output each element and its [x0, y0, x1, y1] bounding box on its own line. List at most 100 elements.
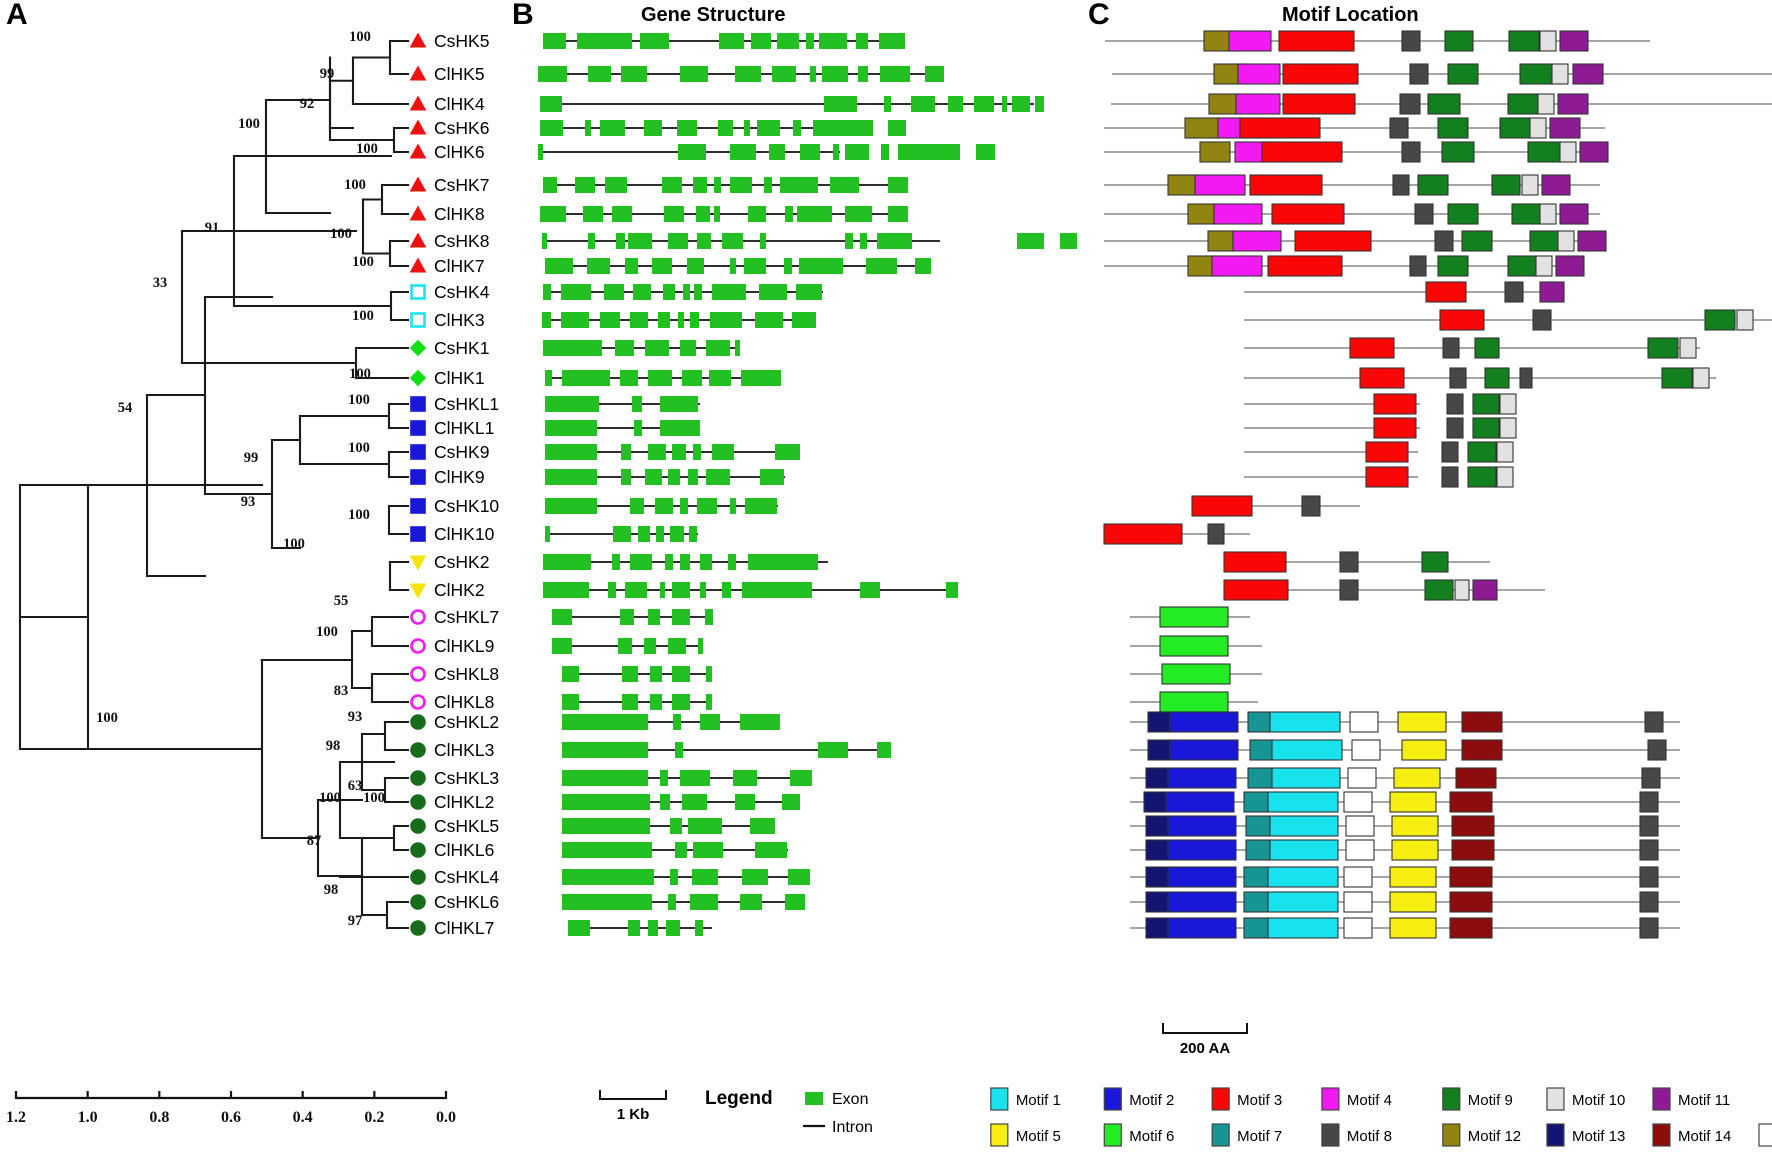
motif-box-CsHK6-0: [1184, 117, 1220, 139]
gene-exon-ClHK9-4: [688, 469, 698, 485]
gene-exon-CsHK2-1: [612, 554, 620, 570]
gene-exon-CsHKL8-1: [622, 666, 638, 682]
motif-box-ClHK1-5: [1692, 367, 1710, 389]
gene-exon-ClHK6-6: [845, 144, 869, 160]
gene-exon-CsHK6-9: [813, 120, 873, 136]
motif-box-ClHK4-0: [1208, 93, 1240, 115]
leaf-label-CsHK9: CsHK9: [434, 442, 489, 462]
gene-exon-ClHK2-5: [700, 582, 706, 598]
motif-box-ClHK6-0: [1199, 141, 1231, 163]
motif-box-CsHKL6-1: [1167, 891, 1237, 913]
motif-legend-label-11: Motif 11: [1678, 1092, 1730, 1109]
marker-circle-28: [410, 794, 426, 810]
scale-tick-label-0: 1.2: [6, 1109, 26, 1126]
gene-exon-CsHKL8-4: [706, 666, 712, 682]
gene-exon-ClHKL10-0: [545, 526, 550, 542]
marker-triangle-down-20: [409, 583, 427, 599]
motif-box-ClHK1-4: [1661, 367, 1693, 389]
motif-box-CsHKL4-1: [1167, 866, 1237, 888]
gene-exon-ClHK3-1: [561, 312, 589, 328]
motif-box-ClHKL3-6: [1461, 739, 1503, 761]
gene-exon-CsHK8-2: [616, 233, 625, 249]
motif-box-CsHK2-1: [1339, 551, 1359, 573]
motif-box-ClHK8-2: [1271, 203, 1345, 225]
motif-box-ClHK1-2: [1484, 367, 1510, 389]
gene-exon-ClHK5-9: [880, 66, 910, 82]
leaf-label-CsHKL6: CsHKL6: [434, 892, 499, 912]
motif-box-CsHKL8-0: [1161, 663, 1231, 685]
gene-exon-CsHK8-7: [760, 233, 766, 249]
gene-exon-ClHKL7-4: [695, 920, 703, 936]
motif-box-ClHK4-7: [1557, 93, 1589, 115]
motif-box-ClHKL7-5: [1389, 917, 1437, 939]
gene-exon-CsHK6-1: [585, 120, 591, 136]
gene-exon-ClHK6-0: [538, 144, 543, 160]
marker-triangle-6: [409, 205, 427, 221]
gene-exon-CsHK1-2: [645, 340, 669, 356]
motif-legend-swatch-13: [1546, 1123, 1565, 1147]
gene-exon-CsHK4-6: [694, 284, 702, 300]
gene-exon-CsHKL3-1: [660, 770, 668, 786]
gene-exon-ClHKL7-3: [666, 920, 680, 936]
gene-exon-ClHK4-2: [884, 96, 891, 112]
gene-exon-ClHKL8-2: [650, 694, 662, 710]
motif-legend-label-5: Motif 5: [1016, 1128, 1061, 1145]
leaf-label-CsHKL4: CsHKL4: [434, 867, 499, 887]
motif-box-CsHKL5-7: [1639, 815, 1659, 837]
gene-exon-CsHK10-3: [680, 498, 688, 514]
motif-box-CsHKL2-1: [1169, 711, 1239, 733]
motif-box-CsHKL2-3: [1269, 711, 1341, 733]
motif-box-CsHK5-4: [1444, 30, 1474, 52]
marker-triangle-down-19: [409, 555, 427, 571]
motif-box-ClHKL2-5: [1389, 791, 1437, 813]
leaf-label-ClHKL2: ClHKL2: [434, 792, 494, 812]
gene-exon-CsHK5-0: [543, 33, 566, 49]
gene-exon-ClHK6-7: [881, 144, 889, 160]
panel-b-letter: B: [512, 0, 534, 31]
bootstrap-value-14: 100: [348, 440, 370, 456]
gene-exon-CsHK7-1: [575, 177, 595, 193]
motif-box-CsHKL5-0: [1145, 815, 1169, 837]
motif-box-CsHK2-0: [1223, 551, 1287, 573]
gene-exon-ClHK8-6: [748, 206, 766, 222]
gene-exon-ClHK3-6: [690, 312, 699, 328]
gene-exon-CsHKL2-3: [740, 714, 780, 730]
motif-box-ClHK7-5: [1507, 255, 1539, 277]
gene-exon-ClHK9-0: [545, 469, 597, 485]
gene-exon-ClHK5-4: [735, 66, 761, 82]
gene-exon-CsHKL4-1: [670, 869, 678, 885]
motif-box-CsHKL4-3: [1267, 866, 1339, 888]
motif-box-CsHK5-2: [1278, 30, 1355, 52]
motif-box-ClHKL3-7: [1647, 739, 1667, 761]
gene-exon-CsHK8-12: [1060, 233, 1077, 249]
motif-legend-swatch-3: [1211, 1087, 1230, 1111]
bootstrap-value-13: 100: [348, 392, 370, 408]
gene-exon-ClHK3-3: [630, 312, 648, 328]
gene-exon-CsHK8-3: [628, 233, 652, 249]
gene-exon-CsHK4-1: [561, 284, 591, 300]
motif-box-ClHKL2-3: [1267, 791, 1339, 813]
motif-box-CsHKL2-4: [1349, 711, 1379, 733]
bootstrap-value-17: 93: [241, 494, 256, 510]
gene-exon-CsHK6-0: [540, 120, 563, 136]
motif-legend-label-7: Motif 7: [1237, 1128, 1282, 1145]
intron-legend-label: Intron: [832, 1119, 873, 1136]
gene-exon-CsHKL4-4: [788, 869, 810, 885]
gene-exon-CsHK6-10: [888, 120, 906, 136]
gene-exon-CsHK10-6: [745, 498, 777, 514]
gene-exon-ClHKL3-2: [818, 742, 848, 758]
gene-exon-CsHK4-8: [759, 284, 787, 300]
scale-tick-label-5: 0.2: [364, 1109, 384, 1126]
kb-scale-bar: [599, 1090, 667, 1100]
motif-box-CsHKL3-6: [1455, 767, 1497, 789]
marker-circle-29: [410, 818, 426, 834]
motif-box-CsHKL1-2: [1472, 393, 1500, 415]
gene-exon-ClHKL10-1: [613, 526, 631, 542]
gene-exon-CsHK6-3: [644, 120, 662, 136]
motif-box-CsHKL3-0: [1145, 767, 1169, 789]
motif-legend-label-6: Motif 6: [1129, 1128, 1174, 1145]
gene-exon-CsHKL3-0: [562, 770, 648, 786]
leaf-label-CsHKL5: CsHKL5: [434, 816, 499, 836]
motif-box-ClHK1-0: [1359, 367, 1405, 389]
